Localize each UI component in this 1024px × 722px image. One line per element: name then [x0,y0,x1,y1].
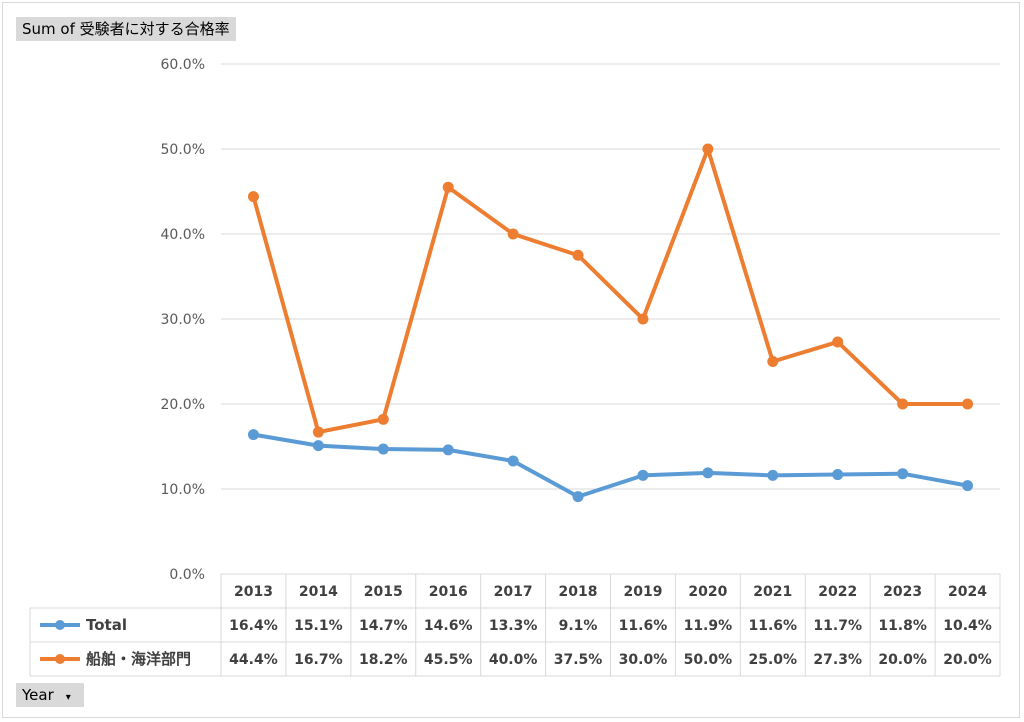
data-point[interactable] [702,143,714,155]
axis-field-label: Year [22,686,54,704]
data-label: 37.5% [554,652,603,668]
series-line [251,432,970,499]
data-table: 2013 2014 2015 2016 2017 2018 2019 2020 2021 2022… [29,573,1001,677]
data-label: 9.1% [559,618,598,634]
data-label: 16.4% [229,618,278,634]
x-tick-label: 2017 [494,584,533,600]
data-point[interactable] [247,191,259,203]
data-label: 20.0% [878,652,927,668]
y-tick-label: 40.0% [161,227,205,243]
data-point[interactable] [637,469,649,481]
series-line [251,147,970,435]
data-label: 11.6% [749,618,798,634]
data-label: 11.7% [813,618,862,634]
x-tick-label: 2015 [364,584,403,600]
axis-field-button[interactable]: Year ▾ [16,683,84,707]
gridlines [221,63,1000,490]
y-tick-label: 20.0% [161,397,205,413]
value-field-button[interactable]: Sum of 受験者に対する合格率 [16,17,236,41]
data-label: 11.9% [684,618,733,634]
data-label: 27.3% [813,652,862,668]
y-tick-label: 0.0% [169,567,205,583]
data-point[interactable] [312,426,324,438]
x-tick-label: 2016 [429,584,468,600]
data-label: 13.3% [489,618,538,634]
data-point[interactable] [572,491,584,503]
data-point[interactable] [767,469,779,481]
data-label: 44.4% [229,652,278,668]
x-tick-label: 2023 [883,584,922,600]
data-point[interactable] [767,356,779,367]
data-label: 11.8% [878,618,927,634]
data-label: 10.4% [943,618,992,634]
data-label: 18.2% [359,652,408,668]
data-point[interactable] [897,468,909,480]
legend-point-marker [55,654,65,664]
data-point[interactable] [247,429,259,441]
data-label: 45.5% [424,652,473,668]
data-point[interactable] [377,413,389,425]
x-tick-label: 2019 [623,584,662,600]
data-point[interactable] [832,469,844,481]
legend-entry: 船舶・海洋部門 [86,650,191,668]
x-tick-label: 2021 [753,584,792,600]
data-label: 30.0% [619,652,668,668]
data-point[interactable] [507,228,519,240]
data-label: 14.6% [424,618,473,634]
x-tick-label: 2018 [559,584,598,600]
y-axis-ticks: 0.0% 10.0% 20.0% 30.0% 40.0% 50.0% 60.0% [161,57,205,583]
dropdown-arrow-icon: ▾ [65,692,71,703]
data-point[interactable] [442,444,454,456]
series-lines [247,143,974,503]
data-label: 25.0% [749,652,798,668]
data-point[interactable] [962,480,974,492]
x-tick-label: 2014 [299,584,338,600]
y-tick-label: 60.0% [161,57,205,73]
data-label: 16.7% [294,652,343,668]
x-tick-label: 2024 [948,584,987,600]
data-label: 11.6% [619,618,668,634]
x-tick-label: 2020 [688,584,727,600]
data-point[interactable] [832,336,844,348]
data-label: 14.7% [359,618,408,634]
data-point[interactable] [572,249,584,261]
x-tick-label: 2022 [818,584,857,600]
data-label: 50.0% [684,652,733,668]
data-label: 15.1% [294,618,343,634]
y-tick-label: 30.0% [161,312,205,328]
data-label: 20.0% [943,652,992,668]
data-point[interactable] [377,443,389,455]
value-field-label: Sum of 受験者に対する合格率 [22,20,230,38]
data-point[interactable] [312,440,324,452]
data-point[interactable] [507,455,519,467]
data-point[interactable] [702,467,714,479]
legend-point-marker [55,620,65,630]
data-point[interactable] [442,181,454,193]
data-point[interactable] [637,313,649,325]
data-point[interactable] [897,398,909,410]
x-tick-label: 2013 [234,584,273,600]
data-point[interactable] [962,398,974,410]
legend-entry: Total [86,616,127,634]
data-label: 40.0% [489,652,538,668]
y-tick-label: 50.0% [161,142,205,158]
y-tick-label: 10.0% [161,482,205,498]
